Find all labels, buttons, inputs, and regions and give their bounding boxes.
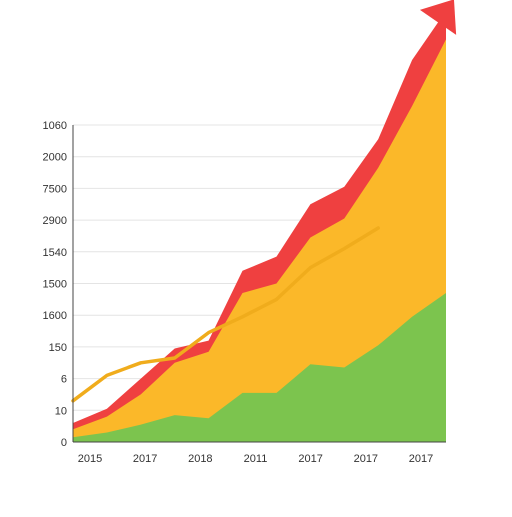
- trend-lines: [71, 226, 380, 403]
- x-tick-label: 2011: [244, 453, 268, 465]
- x-tick-labels: 2015 2017 2018 2011 2017 2017 2017: [78, 453, 433, 465]
- x-tick-label: 2017: [409, 453, 433, 465]
- growth-arrow: [419, 0, 457, 35]
- y-tick-label: 10: [55, 405, 67, 417]
- y-tick-label: 2900: [43, 215, 67, 227]
- y-tick-label: 150: [49, 342, 67, 354]
- x-tick-label: 2018: [188, 453, 212, 465]
- y-tick-label: 6: [61, 374, 67, 386]
- arrowhead: [419, 0, 457, 35]
- area-series-1: [73, 293, 446, 442]
- y-tick-labels: 1060 2000 7500 2900 1540 1500 1600 150 6 10 0: [43, 120, 67, 449]
- axes: [72, 125, 446, 443]
- y-tick-label: 1060: [43, 120, 67, 132]
- y-tick-label: 1500: [43, 279, 67, 291]
- area-series-2: [73, 39, 446, 443]
- x-tick-label: 2017: [298, 453, 322, 465]
- x-tick-label: 2015: [78, 453, 102, 465]
- y-tick-label: 1540: [43, 247, 67, 259]
- y-tick-label: 2000: [43, 152, 67, 164]
- y-tick-label: 1600: [43, 310, 67, 322]
- line-series-1: [71, 226, 380, 403]
- x-tick-label: 2017: [133, 453, 157, 465]
- y-tick-label: 7500: [43, 183, 67, 195]
- stacked-areas: [73, 10, 446, 443]
- x-tick-label: 2017: [354, 453, 378, 465]
- y-tick-label: 0: [61, 437, 67, 449]
